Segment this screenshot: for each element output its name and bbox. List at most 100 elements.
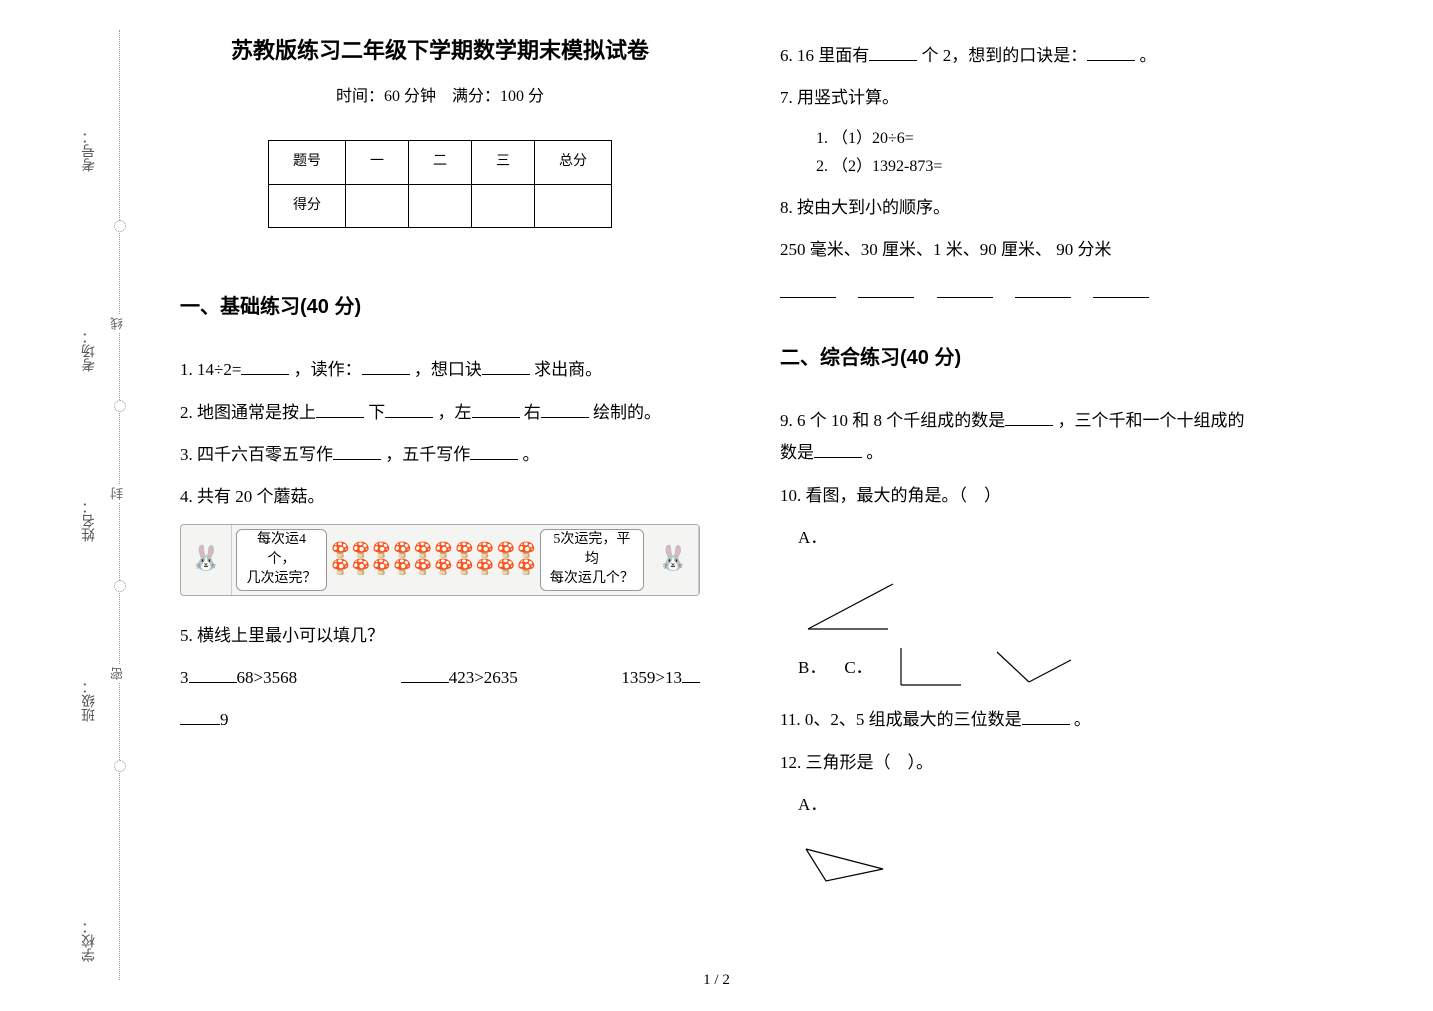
fill-blank[interactable] bbox=[482, 358, 530, 375]
q-num: 11. bbox=[780, 710, 801, 729]
q-text: 看图，最大的角是。（ ） bbox=[806, 486, 1002, 505]
fill-blank[interactable] bbox=[1093, 281, 1149, 298]
fill-blank[interactable] bbox=[333, 443, 381, 460]
score-cell[interactable] bbox=[472, 184, 535, 228]
fill-blank[interactable] bbox=[385, 401, 433, 418]
mushroom-icon: 🍄 bbox=[352, 561, 371, 576]
score-th: 题号 bbox=[269, 141, 346, 185]
fill-blank[interactable] bbox=[180, 708, 220, 725]
fill-blank[interactable] bbox=[780, 281, 836, 298]
fill-blank[interactable] bbox=[470, 443, 518, 460]
mushroom-icon: 🍄 bbox=[455, 561, 474, 576]
question-3: 3. 四千六百零五写作 ，五千写作 。 bbox=[180, 439, 700, 471]
q-num: 6. bbox=[780, 46, 793, 65]
binding-margin: 考号： 线 考场： 封 姓名： 密 班级： 学校： bbox=[60, 30, 120, 980]
q-text: 6 个 10 和 8 个千组成的数是 bbox=[797, 411, 1005, 430]
mushroom-icon: 🍄 bbox=[372, 544, 391, 559]
subq-text: （2）1392-873= bbox=[832, 158, 942, 175]
question-11: 11. 0、2、5 组成最大的三位数是 。 bbox=[780, 704, 1300, 736]
mushroom-icon: 🍄 bbox=[331, 544, 350, 559]
question-1: 1. 14÷2= ，读作： ，想口诀 求出商。 bbox=[180, 354, 700, 386]
mushroom-icon: 🍄 bbox=[476, 544, 495, 559]
score-cell[interactable] bbox=[346, 184, 409, 228]
q4-figure: 🐰 每次运4个， 几次运完？ 🍄 🍄 🍄 🍄 🍄 🍄 🍄 🍄 🍄 🍄 bbox=[180, 524, 700, 596]
fill-blank[interactable] bbox=[362, 358, 410, 375]
exam-title: 苏教版练习二年级下学期数学期末模拟试卷 bbox=[180, 30, 700, 72]
fill-blank[interactable] bbox=[1005, 409, 1053, 426]
mushroom-icon: 🍄 bbox=[476, 561, 495, 576]
q-text: 三角形是（ ）。 bbox=[806, 753, 934, 772]
question-4: 4. 共有 20 个蘑菇。 bbox=[180, 481, 700, 513]
q-text: ，左 bbox=[438, 403, 472, 422]
fill-blank[interactable] bbox=[241, 358, 289, 375]
binding-mark-xian: 线 bbox=[108, 315, 127, 332]
subq-num: 1. bbox=[816, 130, 828, 147]
fill-blank[interactable] bbox=[682, 666, 700, 683]
q-text: 。 bbox=[1074, 710, 1091, 729]
rabbit-icon: 🐰 bbox=[181, 525, 232, 595]
mushroom-icon: 🍄 bbox=[496, 544, 515, 559]
mushroom-icon: 🍄 bbox=[331, 561, 350, 576]
score-table: 题号 一 二 三 总分 得分 bbox=[268, 140, 612, 228]
mushroom-icon: 🍄 bbox=[455, 544, 474, 559]
fill-blank[interactable] bbox=[316, 401, 364, 418]
fill-blank[interactable] bbox=[401, 666, 449, 683]
q12-triangle bbox=[798, 841, 1300, 887]
fill-blank[interactable] bbox=[189, 666, 237, 683]
fill-blank[interactable] bbox=[937, 281, 993, 298]
question-8-blanks bbox=[780, 277, 1300, 309]
bubble-line: 每次运几个？ bbox=[549, 569, 635, 589]
mushroom-icon: 🍄 bbox=[393, 544, 412, 559]
q-text: ，三个千和一个十组成的 bbox=[1058, 411, 1245, 430]
mushroom-icon: 🍄 bbox=[496, 561, 515, 576]
q-text: 四千六百零五写作 bbox=[197, 445, 333, 464]
binding-circle bbox=[114, 760, 126, 772]
fill-blank[interactable] bbox=[814, 441, 862, 458]
binding-label-examno: 考号： bbox=[80, 130, 100, 172]
question-6: 6. 16 里面有 个 2，想到的口诀是： 。 bbox=[780, 40, 1300, 72]
q10-options-bc: B． C． bbox=[798, 640, 1300, 690]
q-text: ，读作： bbox=[294, 360, 362, 379]
q-text: 绘制的。 bbox=[593, 403, 661, 422]
binding-circle bbox=[114, 220, 126, 232]
q-num: 4. bbox=[180, 487, 193, 506]
q-num: 9. bbox=[780, 411, 793, 430]
q10-angle-c bbox=[989, 640, 1079, 690]
left-column: 苏教版练习二年级下学期数学期末模拟试卷 时间：60 分钟 满分：100 分 题号… bbox=[160, 30, 720, 887]
q-text: 。 bbox=[1140, 46, 1157, 65]
q-text: 14÷2= bbox=[197, 360, 241, 379]
q-text: 数是 bbox=[780, 443, 814, 462]
q10-option-a[interactable]: A． bbox=[798, 522, 1300, 560]
q-text: 横线上里最小可以填几？ bbox=[197, 626, 384, 645]
binding-label-room: 考场： bbox=[80, 330, 100, 372]
fill-blank[interactable] bbox=[1087, 44, 1135, 61]
q-text: ，五千写作 bbox=[385, 445, 470, 464]
fill-blank[interactable] bbox=[541, 401, 589, 418]
score-cell[interactable] bbox=[535, 184, 612, 228]
score-row-label: 得分 bbox=[269, 184, 346, 228]
fill-blank[interactable] bbox=[869, 44, 917, 61]
option-label-b[interactable]: B． bbox=[798, 652, 826, 690]
bubble-line: 几次运完？ bbox=[245, 569, 318, 589]
fill-blank[interactable] bbox=[1022, 708, 1070, 725]
binding-circle bbox=[114, 400, 126, 412]
score-th: 总分 bbox=[535, 141, 612, 185]
exam-subtitle: 时间：60 分钟 满分：100 分 bbox=[180, 82, 700, 112]
score-cell[interactable] bbox=[409, 184, 472, 228]
fill-blank[interactable] bbox=[1015, 281, 1071, 298]
left-bubble: 每次运4个， 几次运完？ bbox=[236, 529, 327, 591]
binding-mark-mi: 密 bbox=[108, 665, 127, 682]
binding-label-name: 姓名： bbox=[80, 500, 100, 542]
q10-angle-a bbox=[798, 574, 1300, 634]
fill-blank[interactable] bbox=[472, 401, 520, 418]
q-text: 共有 20 个蘑菇。 bbox=[197, 487, 325, 506]
fill-blank[interactable] bbox=[858, 281, 914, 298]
subq-num: 2. bbox=[816, 158, 828, 175]
option-label: A． bbox=[798, 789, 827, 827]
option-label-c[interactable]: C． bbox=[844, 652, 872, 690]
bubble-line: 5次运完，平均 bbox=[549, 530, 635, 569]
mushroom-icon: 🍄 bbox=[414, 561, 433, 576]
score-th: 一 bbox=[346, 141, 409, 185]
q-text: 16 里面有 bbox=[797, 46, 869, 65]
q12-option-a[interactable]: A． bbox=[798, 789, 1300, 827]
